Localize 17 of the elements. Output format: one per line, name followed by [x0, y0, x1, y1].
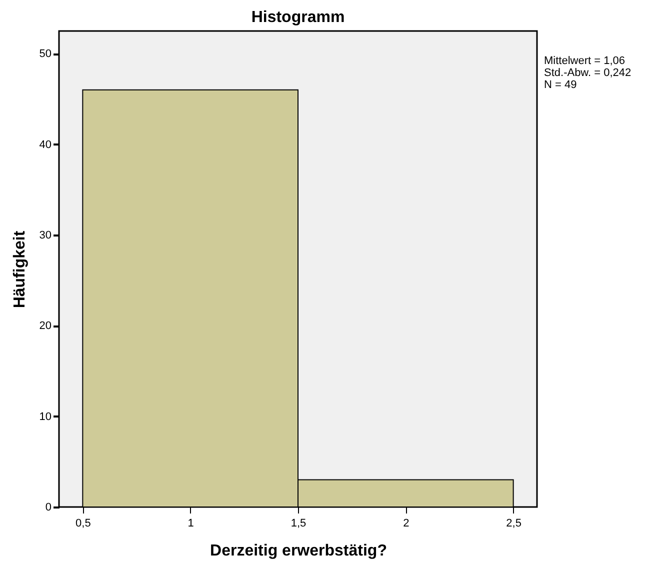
text: Mittelwert = 1,06	[544, 55, 626, 67]
x-tick-label: 2	[403, 518, 410, 530]
x-tick-label: 2,5	[506, 518, 522, 530]
y-tick-label: 40	[39, 138, 52, 151]
x-axis-title: Derzeitig erwerbstätig?	[210, 542, 387, 560]
x-tick-label: 1	[188, 518, 194, 530]
y-tick-label: 50	[39, 48, 52, 60]
chart-title: Histogramm	[251, 9, 345, 26]
y-tick-label: 20	[39, 320, 52, 332]
x-tick-label: 1,5	[290, 518, 306, 530]
y-axis-title: Häufigkeit	[11, 230, 28, 308]
text: N = 49	[544, 79, 577, 91]
y-tick-label: 30	[39, 230, 52, 242]
y-tick-label: 10	[39, 410, 52, 423]
text: Std.-Abw. = 0,242	[544, 67, 632, 79]
y-tick-label: 0	[45, 502, 52, 514]
x-tick-label: 0,5	[76, 518, 91, 530]
